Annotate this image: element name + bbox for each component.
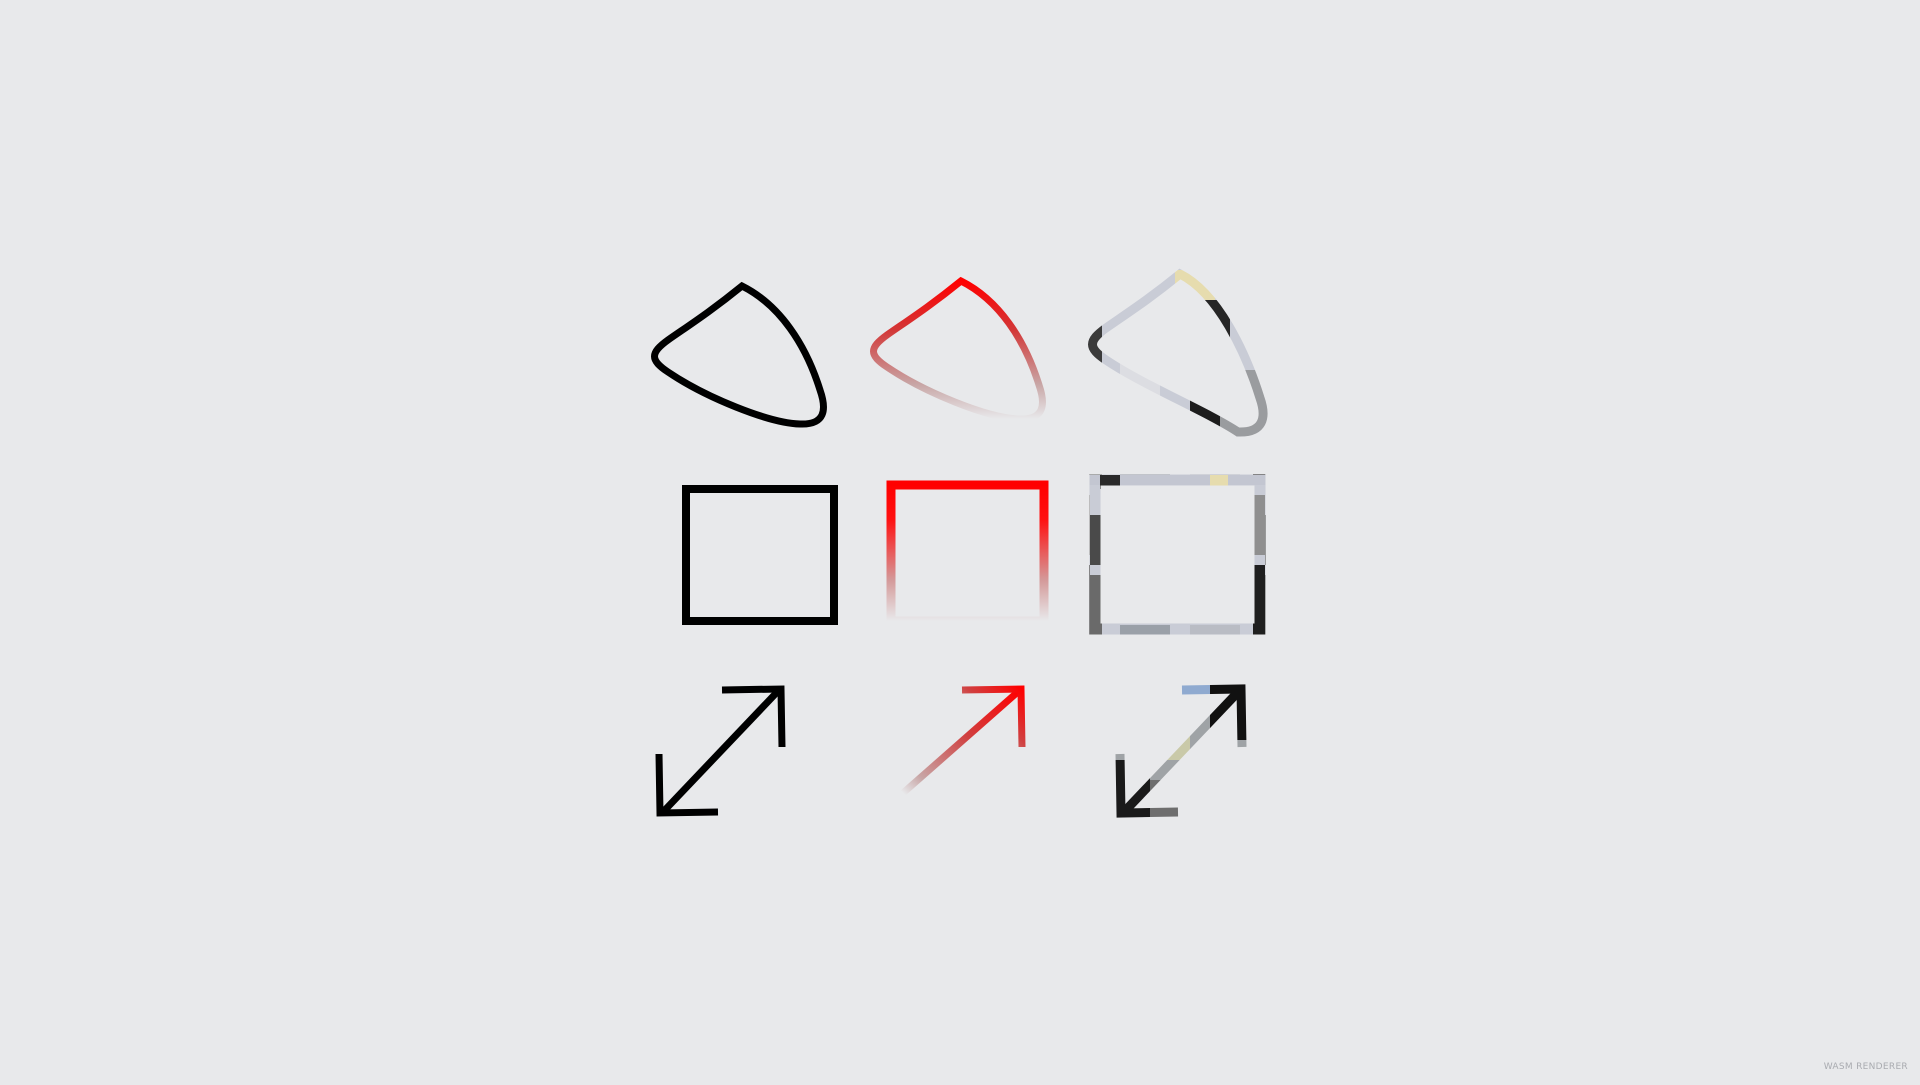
rectangle-shape-solid xyxy=(682,485,838,625)
rectangle-shape-gradient xyxy=(886,480,1049,626)
rectangle-shape-image xyxy=(1089,474,1266,635)
curve-shape-image xyxy=(1088,268,1268,437)
double-arrow-shape-solid xyxy=(655,685,786,817)
curve-shape-solid xyxy=(651,281,827,428)
double-arrow-shape-gradient xyxy=(896,685,1026,796)
double-arrow-shape-image xyxy=(1115,684,1247,818)
curve-shape-gradient xyxy=(870,276,1046,423)
renderer-label: WASM RENDERER xyxy=(1823,1062,1908,1072)
